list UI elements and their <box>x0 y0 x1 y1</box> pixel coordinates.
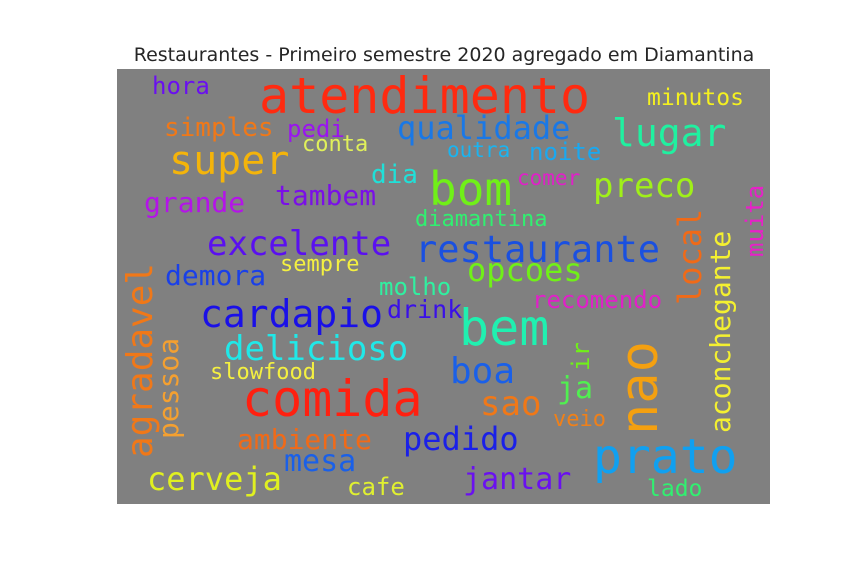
word: lugar <box>612 111 727 155</box>
word: ir <box>567 342 595 371</box>
word: sempre <box>280 252 360 277</box>
word: opcoes <box>467 251 583 289</box>
word: drink <box>387 295 463 324</box>
word: diamantina <box>415 207 548 232</box>
word: excelente <box>207 224 392 264</box>
word: super <box>169 138 290 184</box>
word: qualidade <box>397 109 571 147</box>
word: muita <box>741 184 769 257</box>
word: tambem <box>275 179 377 212</box>
word: pessoa <box>152 337 185 439</box>
word: molho <box>379 273 452 301</box>
word: delicioso <box>224 329 409 369</box>
word: pedido <box>403 420 519 458</box>
word: cardapio <box>200 292 384 336</box>
word: outra <box>447 138 511 162</box>
word: demora <box>165 259 267 292</box>
word: comer <box>517 166 581 190</box>
word: conta <box>302 132 369 157</box>
word: local <box>671 208 709 305</box>
word: ambiente <box>237 423 372 456</box>
word: recomendo <box>532 286 663 314</box>
word-cloud: hora atendimento minutos simples pedi qu… <box>117 69 770 504</box>
word: bom <box>429 162 513 216</box>
word: mesa <box>284 444 357 479</box>
word: pedi <box>287 115 345 143</box>
word: hora <box>152 72 210 100</box>
word: preco <box>593 166 696 206</box>
word: ja <box>557 371 594 406</box>
word: prato <box>593 429 738 485</box>
word: veio <box>553 407 606 432</box>
word: cafe <box>347 473 405 501</box>
word: simples <box>164 113 274 143</box>
word: slowfood <box>210 360 316 385</box>
chart-title: Restaurantes - Primeiro semestre 2020 ag… <box>133 44 755 66</box>
word: aconchegante <box>704 230 737 433</box>
word: grande <box>144 186 246 219</box>
word: restaurante <box>415 228 661 271</box>
word: atendimento <box>259 69 591 125</box>
word: lado <box>647 476 703 502</box>
word: cerveja <box>147 460 282 498</box>
word: sao <box>480 384 542 424</box>
word: dia <box>371 160 418 190</box>
word: nao <box>610 341 670 435</box>
word: comida <box>242 370 423 428</box>
word: noite <box>529 138 602 166</box>
word: boa <box>450 351 516 392</box>
word: bem <box>459 299 550 357</box>
word: minutos <box>647 85 744 111</box>
word: jantar <box>463 462 572 497</box>
